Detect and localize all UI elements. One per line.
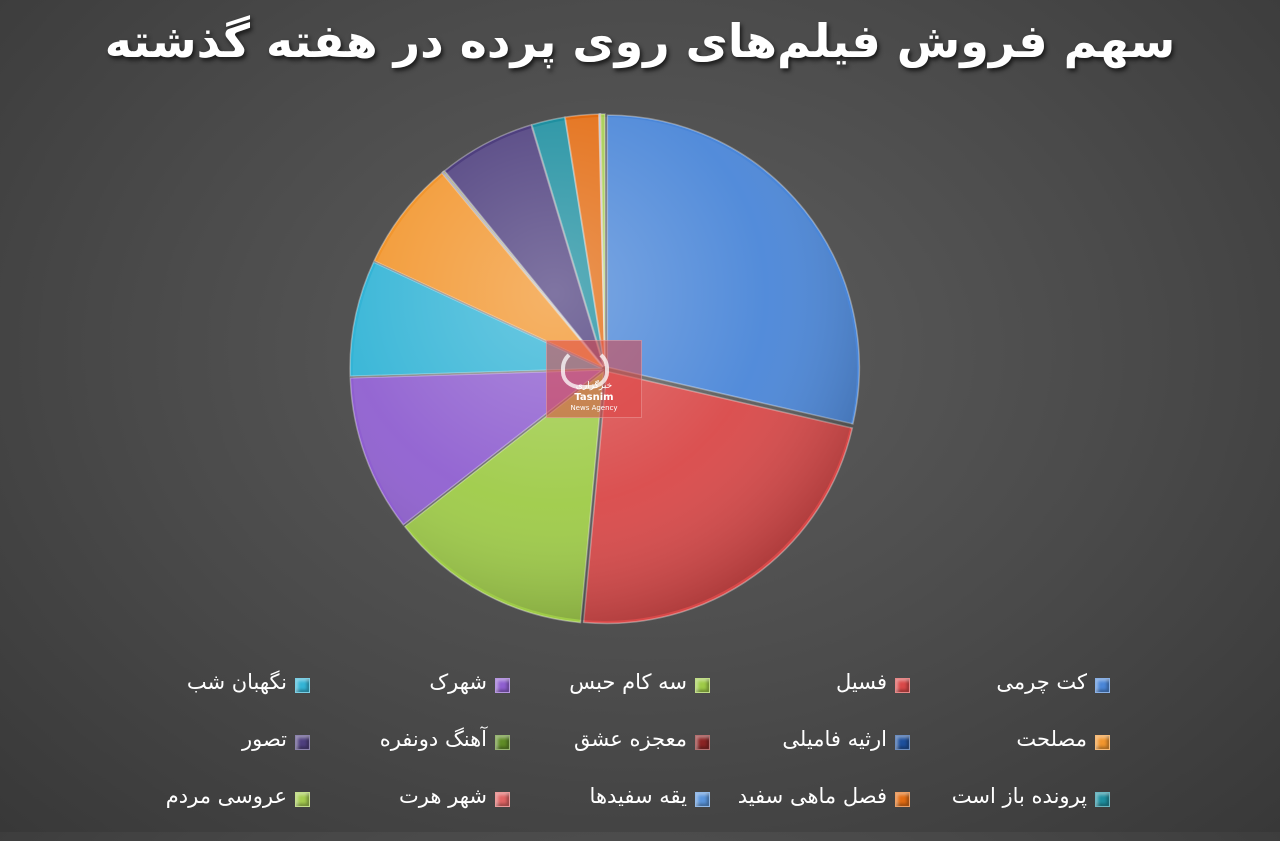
legend-item: شهر هرت <box>310 784 510 841</box>
legend-label: ارثیه فامیلی <box>782 727 887 751</box>
legend-item: ارثیه فامیلی <box>710 727 910 784</box>
chart-legend: کت چرمی فسیل سه کام حبس شهرک نگهبان شب مصلحت ا… <box>110 670 1110 830</box>
legend-swatch <box>1095 735 1110 750</box>
legend-label: کت چرمی <box>996 670 1087 694</box>
legend-item: آهنگ دونفره <box>310 727 510 784</box>
legend-item: شهرک <box>310 670 510 727</box>
legend-item: یقه سفیدها <box>510 784 710 841</box>
legend-swatch <box>895 678 910 693</box>
pie-chart <box>349 113 861 625</box>
legend-item: سه کام حبس <box>510 670 710 727</box>
legend-item: نگهبان شب <box>110 670 310 727</box>
legend-swatch <box>495 678 510 693</box>
chart-title: سهم فروش فیلم‌های روی پرده در هفته گذشته <box>104 14 1176 68</box>
legend-swatch <box>295 792 310 807</box>
legend-swatch <box>1095 792 1110 807</box>
legend-swatch <box>495 735 510 750</box>
tasnim-logo-icon <box>561 347 609 389</box>
legend-swatch <box>695 792 710 807</box>
legend-label: معجزه عشق <box>574 727 687 751</box>
legend-swatch <box>495 792 510 807</box>
legend-label: تصور <box>241 727 287 751</box>
legend-swatch <box>295 678 310 693</box>
watermark-line2: Tasnim <box>574 392 614 403</box>
legend-item: عروسی مردم <box>110 784 310 841</box>
legend-label: یقه سفیدها <box>589 784 687 808</box>
legend-item: معجزه عشق <box>510 727 710 784</box>
legend-swatch <box>695 735 710 750</box>
legend-item: کت چرمی <box>910 670 1110 727</box>
legend-swatch <box>695 678 710 693</box>
legend-item: پرونده باز است <box>910 784 1110 841</box>
legend-label: نگهبان شب <box>186 670 287 694</box>
legend-item: مصلحت <box>910 727 1110 784</box>
legend-label: آهنگ دونفره <box>379 727 487 751</box>
watermark-logo: خبرگزاری Tasnim News Agency <box>546 340 642 418</box>
legend-item: فسیل <box>710 670 910 727</box>
legend-item: تصور <box>110 727 310 784</box>
legend-label: سه کام حبس <box>569 670 687 694</box>
legend-label: عروسی مردم <box>165 784 287 808</box>
legend-item: فصل ماهی سفید <box>710 784 910 841</box>
legend-label: پرونده باز است <box>951 784 1087 808</box>
legend-label: مصلحت <box>1016 727 1087 751</box>
legend-swatch <box>295 735 310 750</box>
legend-swatch <box>895 792 910 807</box>
legend-label: شهرک <box>429 670 487 694</box>
legend-label: فصل ماهی سفید <box>737 784 887 808</box>
watermark-line3: News Agency <box>570 404 618 412</box>
legend-label: شهر هرت <box>399 784 487 808</box>
pie-slice-1 <box>606 114 861 425</box>
legend-label: فسیل <box>835 670 887 694</box>
legend-swatch <box>895 735 910 750</box>
legend-swatch <box>1095 678 1110 693</box>
